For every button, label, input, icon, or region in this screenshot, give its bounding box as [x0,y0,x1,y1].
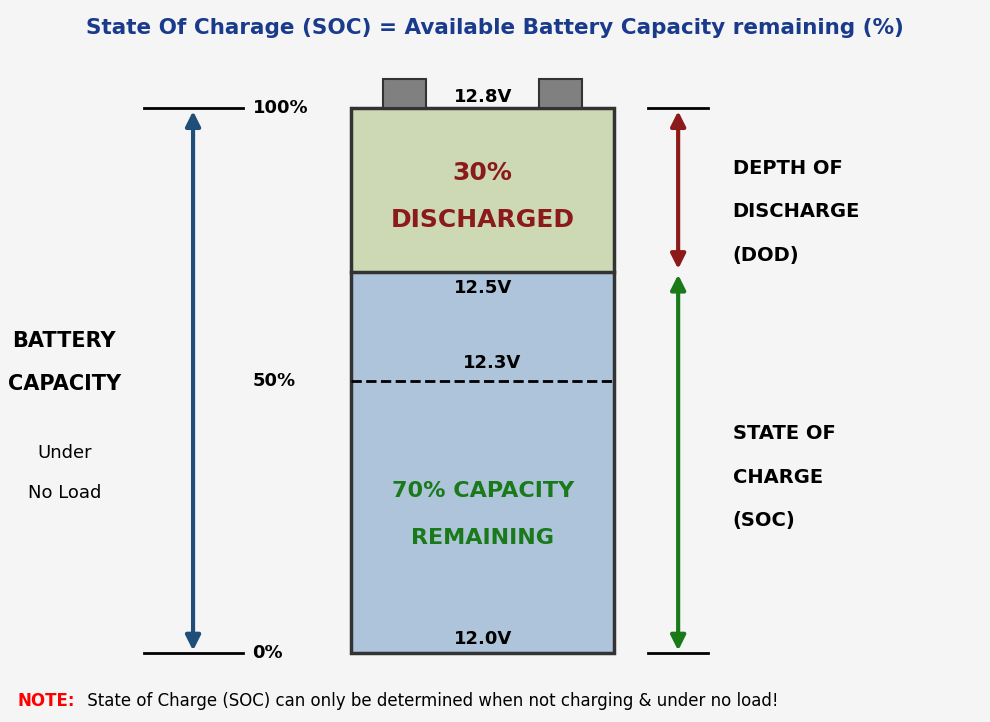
Text: BATTERY: BATTERY [13,331,116,351]
Bar [351,108,614,653]
Bar [539,79,582,108]
Text: DEPTH OF: DEPTH OF [733,159,842,178]
Text: State of Charge (SOC) can only be determined when not charging & under no load!: State of Charge (SOC) can only be determ… [82,692,779,710]
Text: 30%: 30% [452,161,513,185]
Bar [351,108,614,272]
Text: Under: Under [37,444,92,462]
Bar [351,271,614,653]
Text: NOTE:: NOTE: [18,692,75,710]
Text: CAPACITY: CAPACITY [8,375,121,394]
Text: CHARGE: CHARGE [733,468,823,487]
Text: STATE OF: STATE OF [733,425,836,443]
Text: 12.0V: 12.0V [453,630,512,648]
Text: 100%: 100% [252,100,308,117]
Text: State Of Charage (SOC) = Available Battery Capacity remaining (%): State Of Charage (SOC) = Available Batte… [86,18,904,38]
Text: (SOC): (SOC) [733,511,795,530]
Text: REMAINING: REMAINING [411,528,554,548]
Text: DISCHARGE: DISCHARGE [733,202,860,221]
Text: DISCHARGED: DISCHARGED [391,208,574,232]
Text: 12.8V: 12.8V [453,88,512,106]
Text: No Load: No Load [28,484,101,502]
Text: 50%: 50% [252,372,296,390]
Text: 70% CAPACITY: 70% CAPACITY [391,481,574,501]
Text: 0%: 0% [252,645,283,662]
Bar [383,79,427,108]
Text: 12.3V: 12.3V [463,355,522,373]
Text: (DOD): (DOD) [733,245,799,264]
Text: 12.5V: 12.5V [453,279,512,297]
